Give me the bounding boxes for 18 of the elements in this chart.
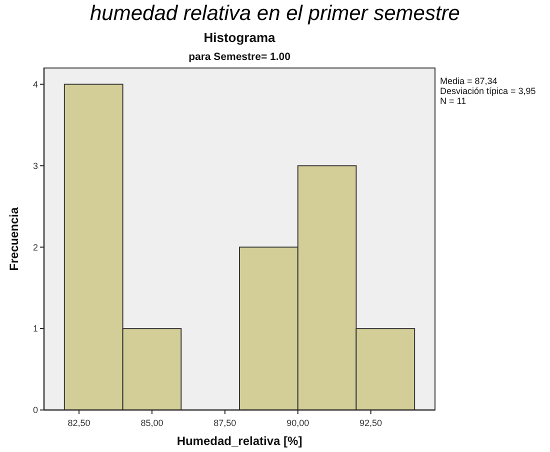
y-tick-label: 2 [32, 242, 38, 252]
y-axis-title: Frecuencia [7, 207, 21, 271]
chart-title: Histograma [204, 30, 276, 45]
x-tick-label: 90,00 [286, 418, 310, 428]
chart-subtitle: para Semestre= 1.00 [188, 51, 291, 63]
y-tick-label: 1 [32, 324, 38, 334]
x-tick-label: 87,50 [214, 418, 236, 428]
x-tick-label: 82,50 [68, 418, 90, 428]
text: Desviación típica = 3,95 [440, 86, 536, 96]
text: humedad relativa en el primer semestre [90, 2, 460, 25]
y-tick-label: 0 [32, 405, 38, 416]
x-tick-label: 92,50 [360, 418, 382, 428]
text: Media = 87,34 [440, 76, 498, 86]
text: N = 11 [440, 96, 466, 106]
y-tick-label: 4 [32, 79, 38, 90]
x-axis-title: Humedad_relativa [%] [176, 434, 302, 448]
y-tick-label: 3 [32, 160, 38, 171]
x-tick-label: 85,00 [140, 418, 164, 428]
